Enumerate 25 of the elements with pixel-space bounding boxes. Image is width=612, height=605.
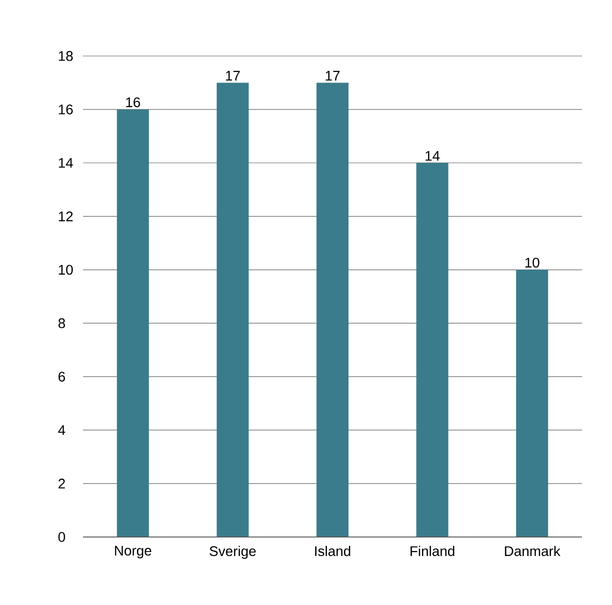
- data-label: 16: [126, 97, 140, 108]
- bar: [116, 109, 149, 537]
- x-tick-label: Sverige: [210, 546, 256, 559]
- x-tick-label: Norge: [115, 546, 152, 558]
- x-tick-label: Island: [315, 546, 350, 556]
- y-tick-label: 14: [58, 158, 73, 168]
- y-tick-label: 4: [58, 425, 66, 435]
- data-label: 14: [426, 151, 440, 161]
- bar: [416, 162, 448, 537]
- y-tick-label: 18: [58, 51, 73, 61]
- y-tick-label: 10: [58, 264, 73, 275]
- y-tick-label: 16: [58, 104, 73, 114]
- data-label: 17: [226, 70, 240, 81]
- x-tick-label: Danmark: [504, 546, 560, 556]
- data-label: 17: [326, 70, 340, 81]
- y-tick-label: 8: [58, 318, 66, 328]
- y-tick-label: 0: [58, 532, 66, 542]
- y-tick-label: 2: [58, 478, 65, 488]
- bar: [316, 82, 349, 537]
- data-label: 10: [525, 258, 540, 268]
- bar: [516, 270, 548, 537]
- y-tick-label: 6: [58, 372, 65, 382]
- x-tick-label: Finland: [410, 546, 454, 556]
- bar: [216, 82, 249, 537]
- y-tick-label: 12: [58, 211, 73, 222]
